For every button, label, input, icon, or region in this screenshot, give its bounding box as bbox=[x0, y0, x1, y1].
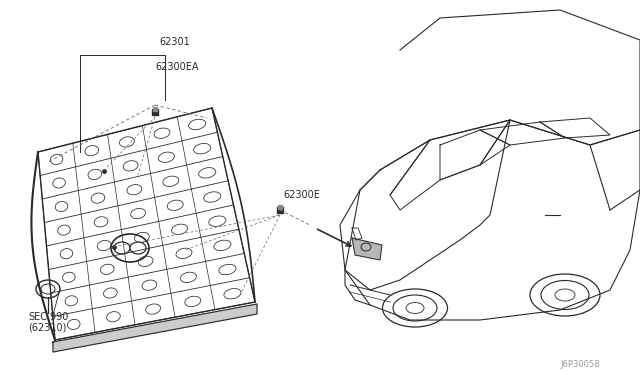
Text: J6P30058: J6P30058 bbox=[560, 360, 600, 369]
Text: SEC.990: SEC.990 bbox=[28, 312, 68, 322]
Polygon shape bbox=[352, 238, 382, 260]
Text: 62300E: 62300E bbox=[283, 190, 320, 200]
Text: 62301: 62301 bbox=[159, 37, 189, 47]
Ellipse shape bbox=[541, 280, 589, 310]
Ellipse shape bbox=[114, 242, 130, 254]
Text: 62300EA: 62300EA bbox=[155, 62, 198, 72]
Ellipse shape bbox=[130, 242, 146, 254]
Text: (62310): (62310) bbox=[28, 322, 67, 332]
Ellipse shape bbox=[393, 295, 437, 321]
Polygon shape bbox=[53, 304, 257, 352]
